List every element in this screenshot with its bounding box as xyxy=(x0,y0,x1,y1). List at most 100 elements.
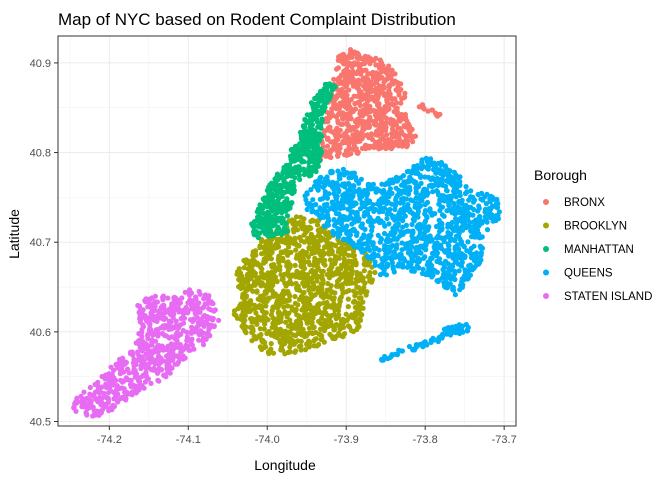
data-point xyxy=(318,88,324,94)
data-point xyxy=(365,89,371,95)
data-point xyxy=(341,236,347,242)
data-point xyxy=(179,295,185,301)
data-point xyxy=(241,257,247,264)
data-point xyxy=(307,134,313,141)
data-point xyxy=(389,126,395,132)
data-point xyxy=(429,250,436,256)
data-point xyxy=(452,250,458,256)
data-point xyxy=(143,369,149,375)
data-point xyxy=(306,344,312,350)
data-point xyxy=(471,225,477,231)
data-point xyxy=(288,179,294,185)
data-point xyxy=(421,340,427,346)
data-point xyxy=(365,244,371,250)
data-point xyxy=(365,58,371,64)
data-point xyxy=(297,258,303,264)
data-point xyxy=(370,96,376,102)
data-point xyxy=(354,230,360,236)
data-point xyxy=(317,238,323,244)
y-axis-ticks: 40.5 40.6 40.7 40.8 40.9 xyxy=(30,58,58,429)
data-point xyxy=(360,127,366,133)
data-point xyxy=(276,204,282,210)
data-point xyxy=(323,290,329,296)
data-point xyxy=(261,195,267,202)
data-point xyxy=(267,220,273,226)
data-point xyxy=(386,221,392,227)
data-point xyxy=(338,221,344,227)
data-point xyxy=(292,235,298,241)
data-point xyxy=(484,227,491,233)
legend-item-brooklyn: BROOKLYN xyxy=(543,221,627,233)
data-point xyxy=(421,230,427,236)
data-point xyxy=(87,384,93,391)
data-point xyxy=(419,198,425,204)
data-point xyxy=(360,113,366,119)
data-point xyxy=(384,215,390,222)
data-point xyxy=(113,362,119,368)
data-point xyxy=(381,247,388,253)
data-point xyxy=(323,176,329,182)
data-point xyxy=(390,143,396,149)
data-point xyxy=(265,230,271,236)
data-point xyxy=(359,312,365,318)
data-point xyxy=(73,399,79,405)
data-point xyxy=(431,244,437,250)
legend-key xyxy=(543,269,549,276)
data-point xyxy=(111,389,117,396)
data-point xyxy=(367,115,373,121)
data-point xyxy=(135,357,141,363)
data-point xyxy=(269,245,275,251)
data-point xyxy=(482,194,488,200)
data-point xyxy=(352,293,358,299)
data-point xyxy=(369,256,375,262)
data-point xyxy=(298,343,304,349)
data-point xyxy=(347,104,353,110)
data-point xyxy=(280,255,286,261)
data-point xyxy=(447,281,453,287)
data-point xyxy=(348,185,354,191)
data-point xyxy=(443,183,449,189)
data-point xyxy=(276,255,282,261)
data-point xyxy=(118,368,124,374)
data-point xyxy=(133,390,139,396)
data-point xyxy=(146,360,153,366)
data-point xyxy=(371,250,377,257)
data-point xyxy=(378,69,384,75)
data-point xyxy=(437,170,444,177)
data-point xyxy=(332,102,338,108)
data-point xyxy=(413,236,419,242)
data-point xyxy=(320,184,326,190)
data-point xyxy=(142,340,148,347)
data-point xyxy=(282,336,288,342)
data-point xyxy=(337,176,343,182)
data-point xyxy=(478,234,485,240)
data-point xyxy=(252,282,258,288)
data-point xyxy=(473,255,479,261)
data-point xyxy=(346,146,352,152)
data-point xyxy=(279,210,285,216)
data-point xyxy=(435,189,441,195)
data-point xyxy=(310,144,316,150)
data-point xyxy=(152,293,158,299)
data-point xyxy=(310,197,316,203)
data-point xyxy=(375,110,381,116)
data-point xyxy=(356,68,362,74)
data-point xyxy=(311,133,317,139)
data-point xyxy=(358,206,364,212)
data-point xyxy=(319,285,325,291)
data-point xyxy=(331,76,337,82)
data-point xyxy=(130,352,136,358)
data-point xyxy=(98,410,104,416)
data-point xyxy=(465,214,471,220)
data-point xyxy=(382,223,388,229)
data-point xyxy=(329,303,335,309)
data-point xyxy=(341,94,347,100)
data-point xyxy=(328,319,334,325)
data-point xyxy=(337,145,343,151)
data-point xyxy=(249,338,255,344)
data-point xyxy=(285,269,291,276)
data-point xyxy=(166,355,172,361)
data-point xyxy=(356,323,362,330)
data-point xyxy=(196,300,202,306)
data-point xyxy=(393,87,399,93)
